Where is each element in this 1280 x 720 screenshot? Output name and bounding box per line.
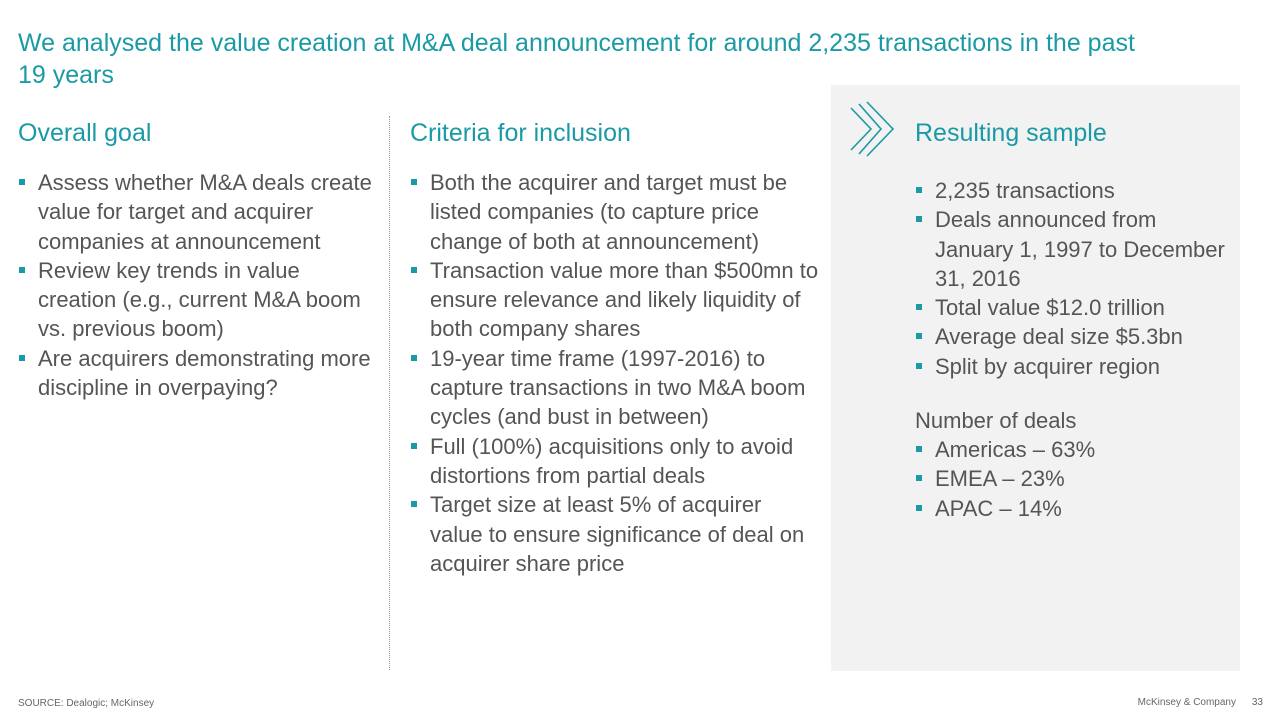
list-item-text: 2,235 transactions [935, 178, 1115, 203]
overall-goal-heading: Overall goal [18, 119, 152, 147]
bullet-icon [916, 362, 922, 369]
number-of-deals-subheading: Number of deals [915, 408, 1077, 434]
list-item: Target size at least 5% of acquirer valu… [410, 490, 820, 578]
bullet-icon [916, 187, 922, 193]
list-item-text: Total value $12.0 trillion [935, 295, 1165, 321]
list-item-text: Americas – 63% [935, 437, 1096, 463]
bullet-icon [916, 475, 922, 482]
bullet-icon [19, 354, 25, 361]
bullet-icon [916, 304, 922, 311]
bullet-icon [19, 266, 25, 273]
list-item-text: Review key trends in value creation (e.g… [38, 257, 361, 342]
page-number: 33 [1251, 697, 1263, 708]
list-item-text: Deals announced from January 1, 1997 to … [935, 207, 1225, 291]
list-item: Full (100%) acquisitions only to avoid d… [410, 432, 820, 491]
sample-list: 2,235 transactions Deals announced from … [915, 176, 1235, 381]
list-item-text: Transaction value more than $500mn to en… [430, 257, 819, 342]
list-item-text: Assess whether M&A deals create value fo… [38, 170, 372, 254]
list-item-text: Split by acquirer region [935, 353, 1161, 379]
bullet-icon [19, 179, 25, 185]
list-item: APAC – 14% [915, 494, 1235, 523]
list-item: Transaction value more than $500mn to en… [410, 256, 820, 344]
bullet-icon [916, 216, 922, 223]
list-item-text: 19-year time frame (1997-2016) to captur… [430, 345, 806, 430]
list-item-text: APAC – 14% [935, 495, 1062, 521]
bullet-icon [411, 266, 417, 273]
criteria-heading: Criteria for inclusion [410, 119, 631, 147]
column-divider [389, 116, 390, 670]
list-item-text: Target size at least 5% of acquirer valu… [430, 492, 805, 576]
list-item: Assess whether M&A deals create value fo… [18, 168, 380, 256]
criteria-list: Both the acquirer and target must be lis… [410, 168, 820, 578]
list-item: Americas – 63% [915, 435, 1235, 464]
list-item-text: Full (100%) acquisitions only to avoid d… [430, 433, 794, 488]
list-item-text: Average deal size $5.3bn [935, 324, 1183, 350]
list-item: EMEA – 23% [915, 464, 1235, 493]
list-item-text: Both the acquirer and target must be lis… [430, 170, 788, 254]
company-name: McKinsey & Company [1137, 697, 1236, 708]
region-list: Americas – 63% EMEA – 23% APAC – 14% [915, 435, 1235, 523]
list-item-text: Are acquirers demonstrating more discipl… [38, 345, 371, 401]
resulting-sample-heading: Resulting sample [915, 119, 1107, 147]
list-item: Average deal size $5.3bn [915, 322, 1235, 351]
resulting-sample-column: Resulting sample 2,235 transactions Deal… [915, 116, 1235, 523]
list-item: 19-year time frame (1997-2016) to captur… [410, 344, 820, 432]
page-title: We analysed the value creation at M&A de… [18, 29, 1135, 89]
overall-goal-list: Assess whether M&A deals create value fo… [18, 168, 380, 402]
bullet-icon [411, 501, 417, 508]
list-item: Review key trends in value creation (e.g… [18, 256, 380, 344]
chevrons-right-icon [850, 101, 895, 157]
resulting-sample-panel [831, 85, 1240, 671]
list-item: Both the acquirer and target must be lis… [410, 168, 820, 256]
source-note: SOURCE: Dealogic; McKinsey [18, 698, 155, 709]
bullet-icon [411, 442, 417, 449]
bullet-icon [411, 354, 417, 361]
list-item: 2,235 transactions [915, 176, 1235, 205]
list-item-text: EMEA – 23% [935, 466, 1065, 492]
list-item: Split by acquirer region [915, 352, 1235, 381]
criteria-column: Criteria for inclusion Both the acquirer… [410, 116, 820, 578]
bullet-icon [916, 333, 922, 340]
bullet-icon [916, 446, 922, 453]
list-item: Deals announced from January 1, 1997 to … [915, 205, 1235, 293]
bullet-icon [411, 179, 417, 185]
bullet-icon [916, 504, 922, 511]
list-item: Are acquirers demonstrating more discipl… [18, 344, 380, 403]
list-item: Total value $12.0 trillion [915, 293, 1235, 322]
overall-goal-column: Overall goal Assess whether M&A deals cr… [18, 116, 380, 402]
